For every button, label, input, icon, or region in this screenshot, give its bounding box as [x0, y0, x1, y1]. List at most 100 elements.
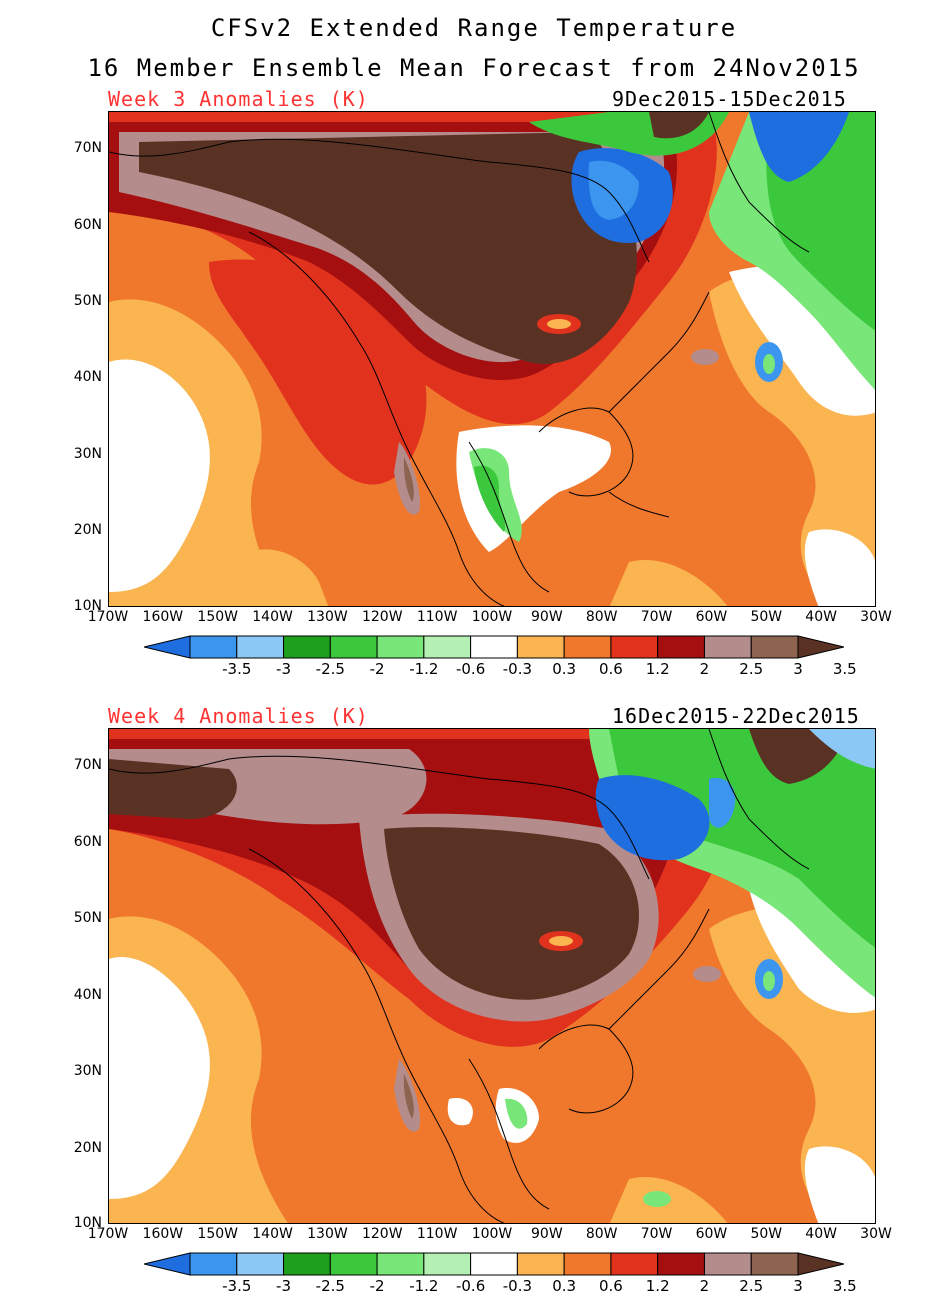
colorbar-label: -0.3 — [502, 1277, 533, 1295]
colorbar-2-svg — [143, 1252, 845, 1276]
colorbar-swatch — [750, 635, 799, 659]
colorbar-end-warm — [797, 1252, 845, 1276]
lat-tick: 20N — [73, 522, 102, 538]
panel-2-dates: 16Dec2015-22Dec2015 — [612, 704, 860, 728]
lon-axis-2: 170W 160W 150W 140W 130W 120W 110W 100W 90W 80W 70… — [0, 1226, 948, 1246]
lon-tick: 130W — [307, 609, 348, 625]
lat-tick: 70N — [73, 140, 102, 156]
lon-tick: 60W — [695, 1226, 728, 1242]
colorbar-label: -1.2 — [409, 660, 439, 678]
colorbar-swatch — [423, 635, 472, 659]
colorbar-end-warm — [797, 635, 845, 659]
lon-tick: 170W — [87, 609, 129, 625]
colorbar-swatch — [563, 635, 612, 659]
colorbar-label: -0.6 — [455, 660, 486, 678]
lon-tick: 110W — [416, 609, 458, 625]
panel-2-anomaly-field — [109, 729, 875, 1223]
lon-tick: 150W — [197, 1226, 238, 1242]
colorbar-label: -3.5 — [222, 1277, 252, 1295]
colorbar-1-labels: -3.5 -3 -2.5 -2 -1.2 -0.6 -0.3 0.3 0.6 1.2 2 2.5 3 3.… — [0, 660, 948, 680]
lon-tick: 30W — [860, 1226, 892, 1242]
lon-tick: 60W — [695, 609, 728, 625]
lat-tick: 50N — [73, 910, 102, 926]
colorbar-swatch — [610, 635, 659, 659]
colorbar-label: -3 — [276, 1277, 292, 1295]
lon-tick: 30W — [860, 609, 892, 625]
colorbar-2 — [143, 1251, 845, 1277]
lon-tick: 70W — [640, 1226, 673, 1242]
colorbar-label: 2.5 — [739, 660, 764, 678]
lon-tick: 50W — [750, 609, 783, 625]
colorbar-swatch — [329, 1252, 378, 1276]
colorbar-end-cold — [143, 635, 191, 659]
lon-tick: 50W — [750, 1226, 783, 1242]
lon-tick: 80W — [585, 1226, 618, 1242]
colorbar-label: 1.2 — [645, 660, 670, 678]
colorbar-label: -3.5 — [222, 660, 252, 678]
lat-tick: 60N — [73, 217, 102, 233]
colorbar-label: 3.5 — [832, 660, 857, 678]
panel-1-anomaly-field — [109, 112, 875, 606]
colorbar-swatch — [283, 635, 331, 659]
colorbar-label: 3.5 — [832, 1277, 857, 1295]
panel-1-map — [108, 111, 876, 607]
lat-tick: 50N — [73, 293, 102, 309]
lon-tick: 80W — [585, 609, 618, 625]
lat-tick: 70N — [73, 757, 102, 773]
lon-tick: 90W — [531, 1226, 563, 1242]
colorbar-swatch — [189, 1252, 238, 1276]
colorbar-label: 1.2 — [645, 1277, 670, 1295]
colorbar-swatch — [516, 1252, 565, 1276]
colorbar-label: 0.6 — [598, 660, 623, 678]
colorbar-label: -0.3 — [502, 660, 533, 678]
lat-tick: 30N — [73, 1063, 102, 1079]
colorbar-swatch — [610, 1252, 659, 1276]
colorbar-swatch — [189, 635, 238, 659]
lon-tick: 90W — [531, 609, 563, 625]
lon-tick: 140W — [252, 1226, 293, 1242]
lon-tick: 40W — [805, 1226, 837, 1242]
colorbar-label: 2.5 — [739, 1277, 764, 1295]
lon-tick: 160W — [142, 1226, 184, 1242]
colorbar-swatch — [563, 1252, 612, 1276]
lat-tick: 40N — [73, 987, 102, 1003]
colorbar-label: 0.6 — [598, 1277, 623, 1295]
lon-tick: 170W — [87, 1226, 129, 1242]
lat-tick: 20N — [73, 1140, 102, 1156]
colorbar-label: 3 — [793, 1277, 803, 1295]
lon-tick: 160W — [142, 609, 184, 625]
colorbar-swatch — [423, 1252, 472, 1276]
colorbar-swatch — [470, 635, 518, 659]
colorbar-label: -3 — [276, 660, 292, 678]
colorbar-1 — [143, 634, 845, 660]
colorbar-label: -2 — [369, 1277, 385, 1295]
panel-2-label: Week 4 Anomalies (K) — [108, 704, 369, 728]
lat-tick: 60N — [73, 834, 102, 850]
colorbar-2-labels: -3.5 -3 -2.5 -2 -1.2 -0.6 -0.3 0.3 0.6 1.2 2 2.5 3 3.… — [0, 1277, 948, 1297]
panel-1-label: Week 3 Anomalies (K) — [108, 87, 369, 111]
colorbar-swatch — [657, 635, 705, 659]
colorbar-1-svg — [143, 635, 845, 659]
colorbar-label: 3 — [793, 660, 803, 678]
colorbar-label: -0.6 — [455, 1277, 486, 1295]
lon-tick: 110W — [416, 1226, 458, 1242]
colorbar-swatch — [470, 1252, 518, 1276]
lon-tick: 70W — [640, 609, 673, 625]
colorbar-swatch — [750, 1252, 799, 1276]
title-line-1: CFSv2 Extended Range Temperature — [210, 14, 738, 42]
lon-tick: 150W — [197, 609, 238, 625]
lon-tick: 130W — [307, 1226, 348, 1242]
colorbar-label: -1.2 — [409, 1277, 439, 1295]
colorbar-swatch — [236, 1252, 285, 1276]
lon-tick: 120W — [361, 1226, 403, 1242]
lon-tick: 100W — [471, 609, 513, 625]
colorbar-swatch — [376, 1252, 425, 1276]
colorbar-swatch — [703, 1252, 752, 1276]
colorbar-swatch — [283, 1252, 331, 1276]
colorbar-swatch — [703, 635, 752, 659]
lat-tick: 10N — [73, 1215, 102, 1231]
colorbar-end-cold — [143, 1252, 191, 1276]
colorbar-label: 2 — [699, 660, 710, 678]
colorbar-swatch — [516, 635, 565, 659]
lat-tick: 40N — [73, 369, 102, 385]
